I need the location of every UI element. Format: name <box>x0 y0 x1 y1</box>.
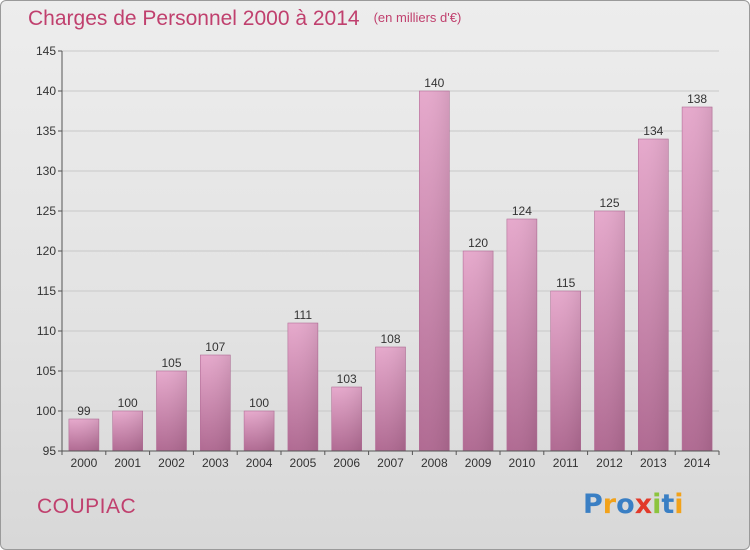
bar-shade <box>68 419 99 451</box>
bar-shade <box>638 139 669 451</box>
x-tick-label: 2014 <box>684 456 711 470</box>
bar-shade <box>156 371 187 451</box>
x-tick-label: 2004 <box>246 456 273 470</box>
bar-shade <box>112 411 143 451</box>
bar-shade <box>682 107 713 451</box>
x-tick-label: 2009 <box>465 456 492 470</box>
x-tick-label: 2008 <box>421 456 448 470</box>
data-label: 134 <box>643 124 663 138</box>
data-label: 111 <box>294 308 313 322</box>
bar-shade <box>506 219 537 451</box>
y-tick-label: 145 <box>36 44 56 58</box>
x-tick-label: 2012 <box>596 456 623 470</box>
logo-letter: x <box>634 489 653 520</box>
data-label: 124 <box>512 204 532 218</box>
x-tick-label: 2005 <box>290 456 317 470</box>
x-tick-label: 2011 <box>553 456 579 470</box>
y-tick-label: 120 <box>36 244 56 258</box>
x-tick-label: 2010 <box>509 456 536 470</box>
x-tick-label: 2007 <box>377 456 404 470</box>
data-label: 115 <box>556 276 575 290</box>
proxiti-logo: Proxiti <box>583 489 684 520</box>
bar-shade <box>550 291 581 451</box>
y-tick-label: 130 <box>36 164 56 178</box>
bar-shade <box>375 347 406 451</box>
x-tick-label: 2003 <box>202 456 229 470</box>
logo-letter: t <box>661 489 675 520</box>
data-label: 120 <box>468 236 488 250</box>
y-tick-label: 140 <box>36 84 56 98</box>
data-label: 100 <box>249 396 269 410</box>
data-label: 103 <box>337 372 357 386</box>
logo-letter: o <box>616 489 635 520</box>
y-tick-label: 105 <box>36 364 56 378</box>
data-label: 140 <box>424 76 444 90</box>
commune-name: COUPIAC <box>37 495 137 518</box>
data-label: 125 <box>599 196 619 210</box>
chart-title: Charges de Personnel 2000 à 2014 (en mill… <box>28 7 461 31</box>
y-tick-label: 125 <box>36 204 56 218</box>
data-label: 138 <box>687 92 707 106</box>
y-tick-label: 95 <box>43 444 57 458</box>
bar-shade <box>463 251 494 451</box>
data-label: 100 <box>118 396 138 410</box>
x-tick-label: 2006 <box>333 456 360 470</box>
data-label: 105 <box>161 356 181 370</box>
bar-shade <box>594 211 625 451</box>
x-tick-label: 2013 <box>640 456 667 470</box>
x-tick-label: 2000 <box>71 456 98 470</box>
bar-shade <box>331 387 362 451</box>
data-label: 107 <box>205 340 225 354</box>
logo-letter: r <box>602 489 617 520</box>
logo-letter: i <box>674 489 684 520</box>
x-tick-label: 2002 <box>158 456 185 470</box>
bar-shade <box>200 355 231 451</box>
chart-subtitle: (en milliers d'€) <box>373 10 462 25</box>
y-tick-label: 135 <box>36 124 56 138</box>
y-tick-label: 115 <box>37 284 56 298</box>
chart-title-text: Charges de Personnel 2000 à 2014 <box>28 7 360 30</box>
y-tick-label: 100 <box>36 404 56 418</box>
x-tick-label: 2001 <box>114 456 141 470</box>
data-label: 108 <box>380 332 400 346</box>
logo-letter: P <box>583 489 603 520</box>
bar-shade <box>287 323 318 451</box>
data-label: 99 <box>77 404 91 418</box>
logo-letter: i <box>652 489 662 520</box>
y-tick-label: 110 <box>37 324 56 338</box>
bar-shade <box>419 91 450 451</box>
bar-shade <box>244 411 275 451</box>
